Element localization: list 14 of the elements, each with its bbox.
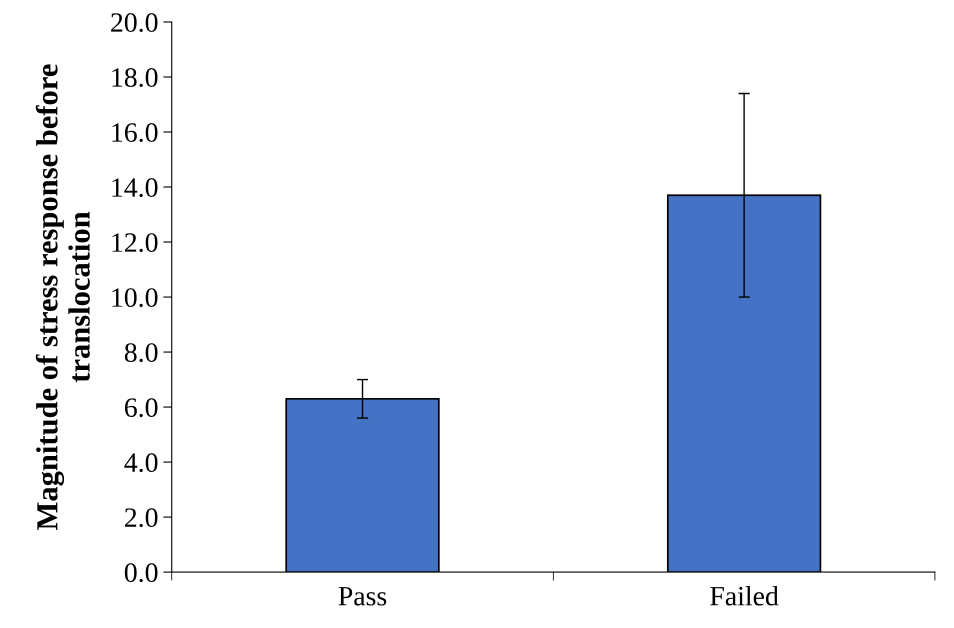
x-tick-label: Failed [710,586,778,606]
y-tick-label: 20.0 [111,13,158,32]
y-tick-label: 2.0 [125,508,158,528]
y-tick-label: 10.0 [112,288,158,308]
y-tick-label: 16.0 [112,123,158,142]
y-tick-label: 0.0 [124,563,158,582]
y-tick-label: 8.0 [124,343,158,362]
y-tick-label: 4.0 [124,453,158,472]
y-tick-label: 14.0 [112,178,158,198]
y-axis-title: Magnitude of stress response before translocation [36,64,90,530]
y-tick-label: 6.0 [124,398,158,418]
y-tick-label: 12.0 [112,233,158,252]
y-tick-label: 18.0 [112,68,158,88]
x-tick-label: Pass [338,587,386,606]
